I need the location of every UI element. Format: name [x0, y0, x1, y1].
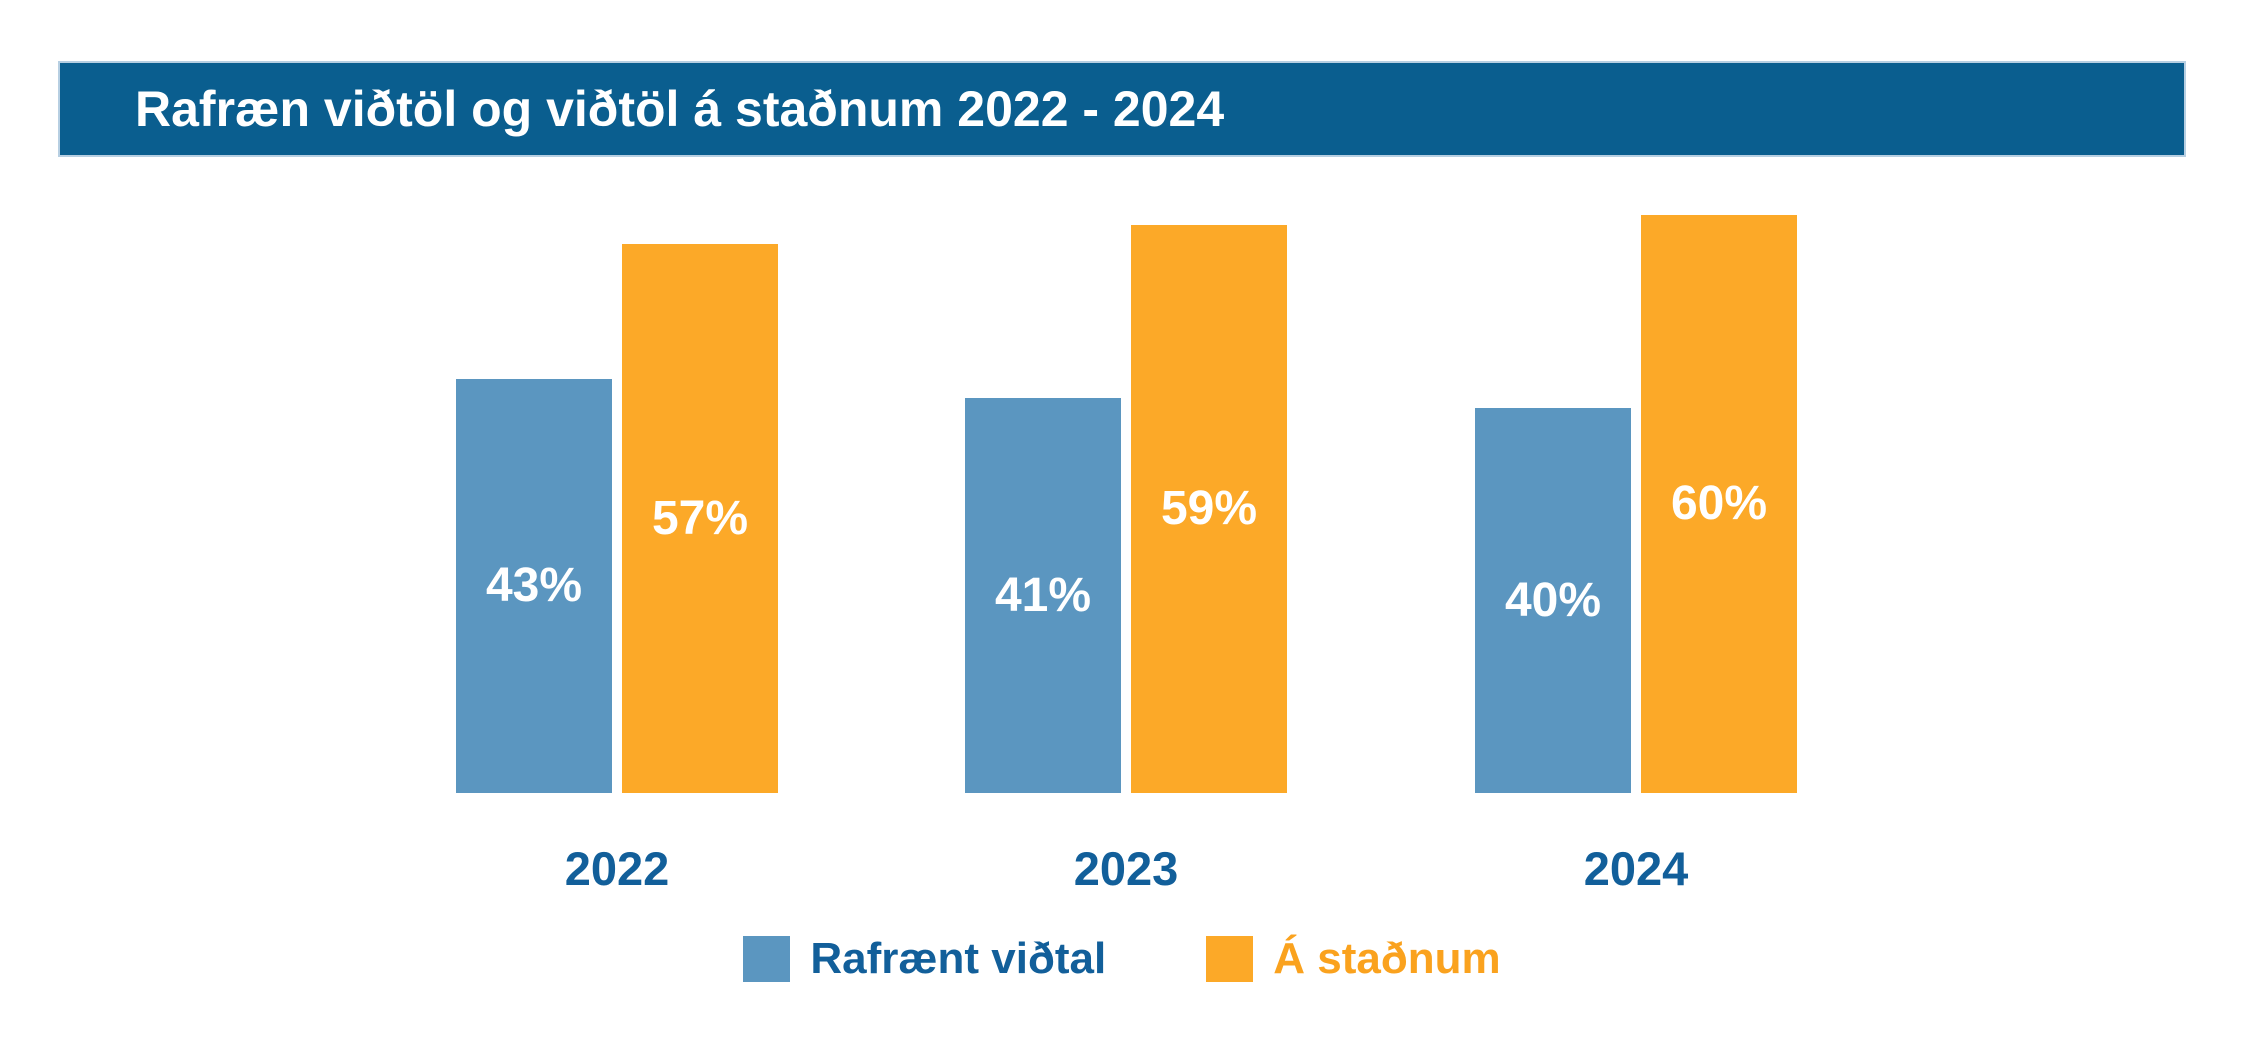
legend-item-rafraent-vidtal: Rafrænt viðtal — [743, 936, 1106, 982]
bar-value-label-2023-a-stadnum: 59% — [1160, 482, 1258, 535]
bar-value-label-2022-rafraent-vidtal: 43% — [485, 559, 583, 612]
title-band: Rafræn viðtöl og viðtöl á staðnum 2022 -… — [58, 61, 2186, 157]
category-label-2023: 2023 — [1073, 842, 1179, 895]
bar-2024-a-stadnum: 60% — [1641, 215, 1797, 793]
legend-swatch-blue — [743, 936, 791, 982]
category-label-2022: 2022 — [564, 842, 670, 895]
bar-value-label-2023-rafraent-vidtal: 41% — [994, 568, 1092, 622]
bar-2022-rafraent-vidtal: 43% — [456, 379, 612, 793]
bar-value-label-2022-a-stadnum: 57% — [651, 491, 749, 545]
bar-value-label-2024-rafraent-vidtal: 40% — [1504, 573, 1602, 627]
bar-2023-a-stadnum: 59% — [1131, 225, 1287, 793]
legend-label-a-stadnum: Á staðnum — [1273, 934, 1501, 983]
bar-2023-rafraent-vidtal: 41% — [965, 398, 1121, 793]
bar-2024-rafraent-vidtal: 40% — [1475, 408, 1631, 793]
legend-label-rafraent-vidtal: Rafrænt viðtal — [810, 934, 1107, 983]
chart-title: Rafræn viðtöl og viðtöl á staðnum 2022 -… — [135, 81, 1225, 137]
legend: Rafrænt viðtal Á staðnum — [0, 936, 2244, 982]
bar-2022-a-stadnum: 57% — [622, 244, 778, 793]
category-label-2024: 2024 — [1583, 842, 1689, 895]
bar-value-label-2024-a-stadnum: 60% — [1670, 477, 1768, 530]
legend-swatch-orange — [1206, 936, 1254, 982]
legend-item-a-stadnum: Á staðnum — [1206, 934, 1501, 983]
